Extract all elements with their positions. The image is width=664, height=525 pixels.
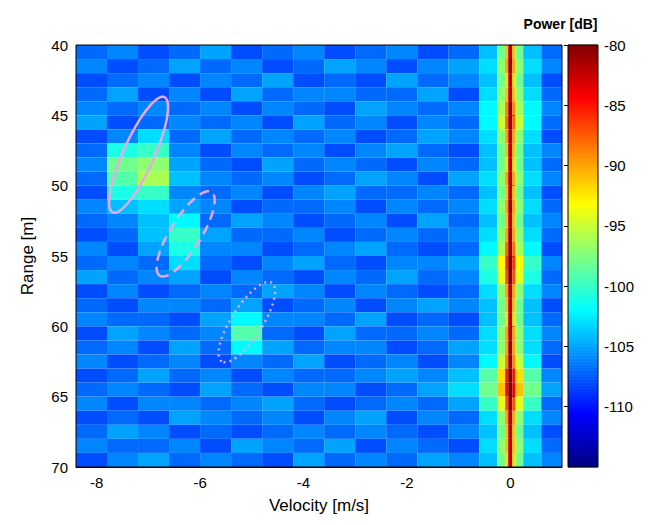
svg-text:-90: -90 xyxy=(604,157,626,174)
svg-text:-95: -95 xyxy=(604,217,626,234)
svg-text:-100: -100 xyxy=(604,278,634,295)
svg-text:Velocity [m/s]: Velocity [m/s] xyxy=(269,496,369,515)
svg-text:45: 45 xyxy=(51,107,68,124)
svg-text:-105: -105 xyxy=(604,338,634,355)
svg-text:Power [dB]: Power [dB] xyxy=(524,16,598,32)
svg-text:70: 70 xyxy=(51,459,68,476)
svg-text:-110: -110 xyxy=(604,398,633,415)
svg-text:65: 65 xyxy=(51,388,68,405)
svg-text:60: 60 xyxy=(51,318,68,335)
svg-text:-8: -8 xyxy=(90,474,103,491)
svg-text:-4: -4 xyxy=(297,474,310,491)
svg-text:-2: -2 xyxy=(400,474,413,491)
svg-text:55: 55 xyxy=(51,248,68,265)
svg-text:-85: -85 xyxy=(604,97,626,114)
svg-text:50: 50 xyxy=(51,177,68,194)
svg-text:-6: -6 xyxy=(193,474,206,491)
svg-text:40: 40 xyxy=(51,37,68,54)
svg-text:-80: -80 xyxy=(604,37,626,54)
svg-text:0: 0 xyxy=(506,474,514,491)
svg-text:Range [m]: Range [m] xyxy=(18,217,37,295)
